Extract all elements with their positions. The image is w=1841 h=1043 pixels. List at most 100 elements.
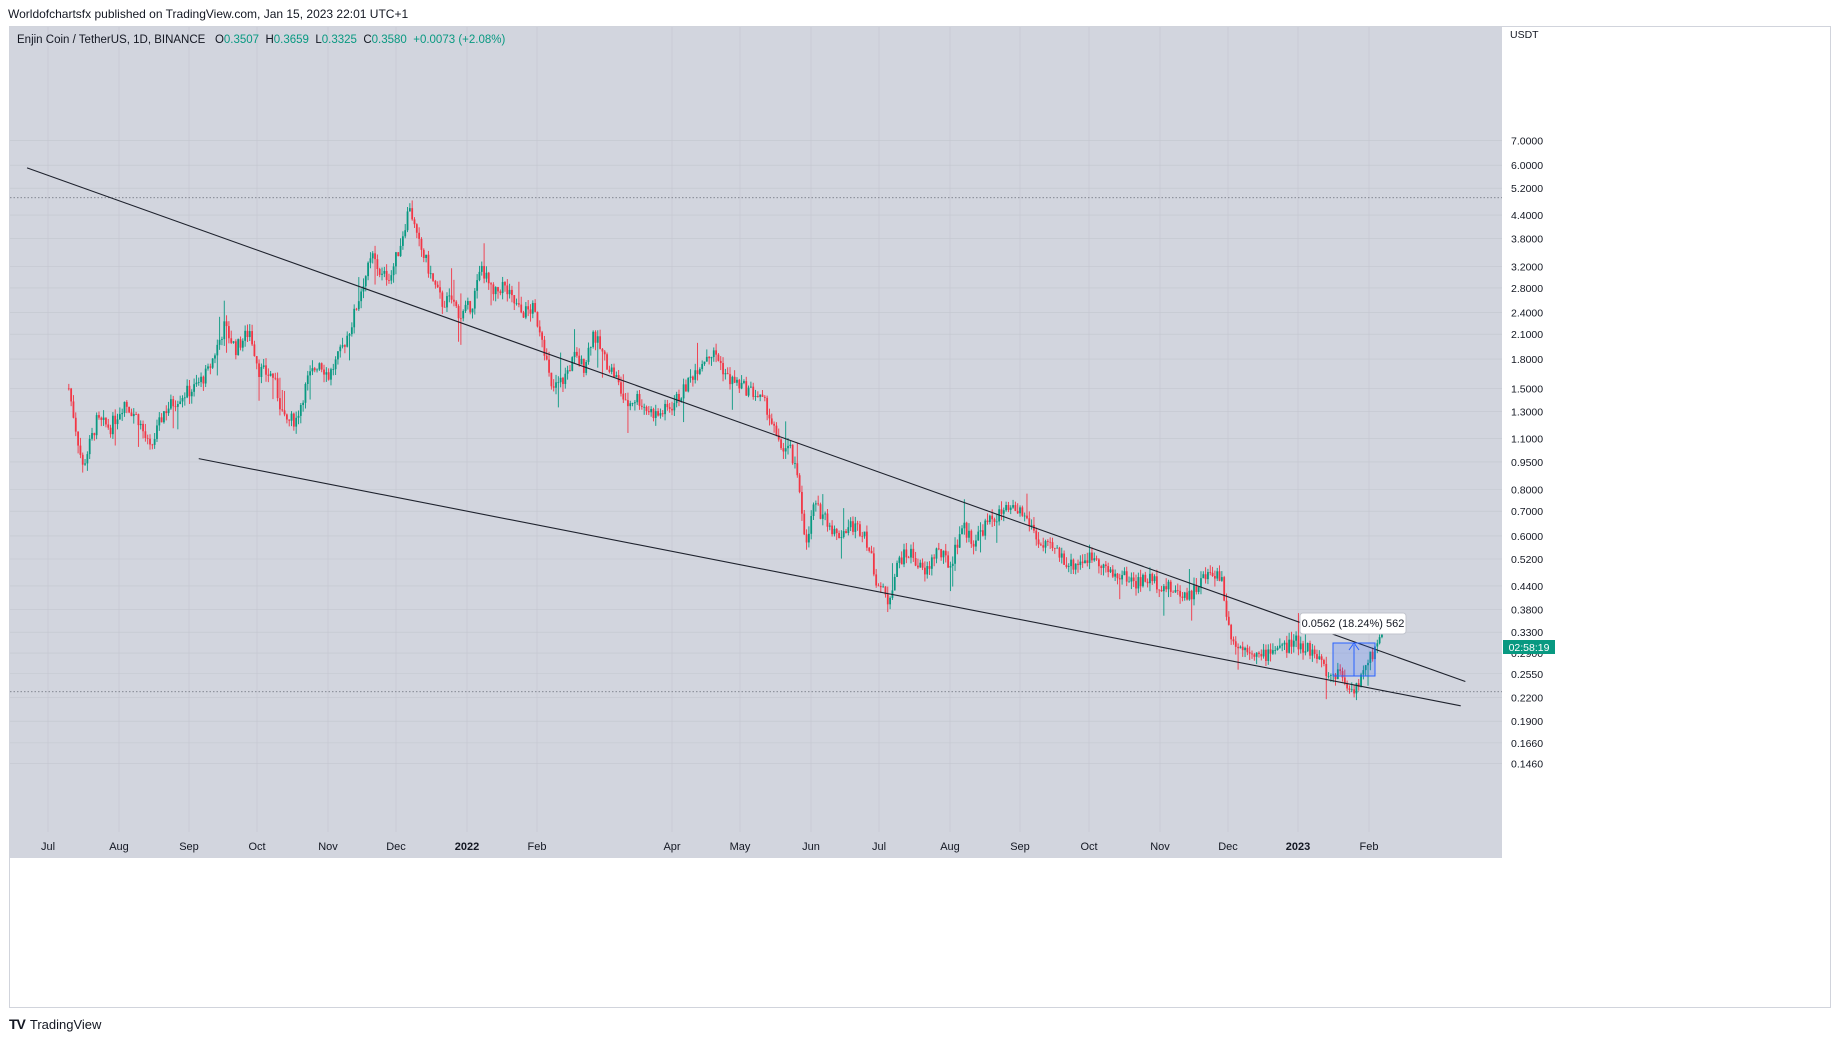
candle-body: [1360, 674, 1362, 687]
candle-body: [705, 356, 708, 362]
candle-body: [865, 531, 868, 548]
x-tick-label: Feb: [1360, 841, 1379, 853]
symbol-name[interactable]: Enjin Coin / TetherUS, 1D, BINANCE: [17, 34, 206, 46]
measure-tool[interactable]: 0.0562 (18.24%) 562: [1299, 612, 1407, 677]
candle-body: [385, 270, 388, 281]
candle-body: [559, 377, 562, 383]
candle-body: [782, 448, 785, 452]
y-tick-label: 0.2550: [1511, 669, 1543, 681]
y-tick-label: 0.4400: [1511, 581, 1543, 593]
candle-body: [93, 433, 96, 436]
candle-body: [935, 548, 938, 559]
candle-body: [429, 273, 432, 275]
candle-body: [1316, 654, 1318, 660]
candle-body: [698, 369, 701, 374]
candle-body: [1299, 643, 1302, 650]
candle-body: [984, 520, 987, 536]
symbol-legend[interactable]: Enjin Coin / TetherUS, 1D, BINANCE O0.35…: [17, 34, 505, 46]
candle-body: [1302, 643, 1304, 653]
candle-body: [1039, 544, 1042, 546]
candle-body: [835, 528, 838, 534]
candle-body: [216, 344, 219, 356]
candle-body: [812, 504, 815, 517]
candle-body: [276, 378, 279, 399]
x-tick-label: Dec: [1218, 841, 1238, 853]
candle-body: [1012, 505, 1014, 508]
candle-body: [761, 394, 764, 397]
candle-body: [840, 537, 843, 539]
candle-body: [1213, 576, 1216, 579]
candle-body: [870, 550, 873, 554]
candle-body: [736, 379, 738, 383]
candle-body: [274, 377, 277, 379]
time-axis-background: [10, 832, 1502, 858]
candle-body: [995, 521, 998, 523]
candle-body: [288, 419, 291, 421]
grid-lines: [10, 27, 1502, 832]
low-label: L: [315, 34, 322, 46]
candle-body: [248, 331, 251, 338]
candle-body: [889, 597, 891, 605]
candle-body: [395, 252, 397, 267]
candle-body: [1065, 564, 1068, 567]
candle-body: [603, 351, 606, 355]
candle-body: [773, 423, 775, 426]
candle-body: [1155, 576, 1158, 590]
candle-body: [490, 283, 492, 285]
candle-body: [1042, 545, 1045, 548]
candle-body: [633, 402, 636, 404]
candle-body: [1181, 596, 1184, 598]
candle-body: [678, 394, 680, 401]
time-axis[interactable]: Jul Aug Sep Oct Nov Dec 2022 Feb Apr May Jun Jul Aug…: [10, 832, 1502, 858]
x-tick-label: Jul: [41, 841, 55, 853]
candle-body: [1146, 581, 1149, 584]
candle-body: [1149, 573, 1151, 584]
candle-body: [193, 384, 195, 392]
candle-body: [1218, 571, 1221, 581]
candle-body: [671, 408, 673, 411]
candle-body: [1237, 646, 1239, 649]
candle-body: [292, 413, 295, 427]
candle-body: [241, 340, 244, 348]
chart-frame[interactable]: [9, 26, 1831, 1008]
x-tick-label: Feb: [528, 841, 547, 853]
candle-body: [306, 375, 309, 385]
candle-body: [956, 544, 959, 548]
candle-body: [1056, 547, 1059, 549]
candle-body: [415, 224, 418, 233]
candle-body: [397, 252, 400, 257]
price-axis[interactable]: USDT 7.0000 6.0000 5.2000 4.4000 3.8000 3.200…: [1503, 27, 1557, 857]
candle-body: [726, 373, 729, 375]
candle-body: [1123, 571, 1126, 576]
candle-body: [1072, 559, 1075, 570]
candle-body: [1183, 592, 1186, 598]
candle-body: [1151, 573, 1154, 582]
candle-body: [569, 370, 571, 372]
candle-body: [218, 339, 221, 345]
candle-body: [214, 355, 216, 359]
candle-body: [311, 368, 314, 372]
candle-body: [118, 414, 121, 420]
candle-body: [67, 388, 70, 390]
y-tick-label: 0.2200: [1511, 693, 1543, 705]
candle-body: [682, 384, 685, 399]
candle-body: [575, 351, 578, 356]
candle-body: [390, 275, 393, 281]
candle-body: [1186, 592, 1188, 600]
candle-body: [722, 363, 724, 375]
low-value: 0.3325: [321, 34, 357, 46]
candle-body: [589, 346, 592, 348]
candle-body: [132, 414, 135, 417]
candle-body: [1097, 559, 1100, 567]
candle-body: [1111, 569, 1114, 577]
candle-body: [239, 339, 242, 348]
y-tick-label: 0.8000: [1511, 485, 1543, 497]
candle-body: [515, 303, 518, 305]
candle-body: [281, 409, 284, 411]
y-tick-label: 1.3000: [1511, 406, 1543, 418]
footer-brand[interactable]: TV TradingView: [9, 1016, 101, 1032]
candle-body: [1028, 518, 1031, 526]
trendlines[interactable]: [26, 167, 1466, 707]
candle-body: [318, 363, 321, 370]
